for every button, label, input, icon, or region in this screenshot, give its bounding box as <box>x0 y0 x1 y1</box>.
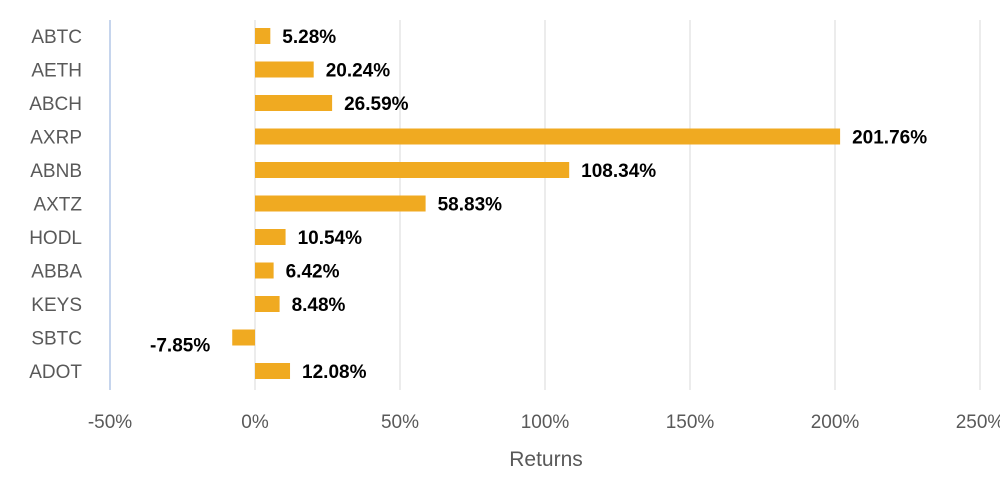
data-label: 108.34% <box>581 161 656 182</box>
data-label: 58.83% <box>438 195 503 216</box>
category-label: AXRP <box>30 128 82 149</box>
bar <box>255 128 841 145</box>
data-label: 12.08% <box>302 362 367 383</box>
x-tick-label: 150% <box>666 412 715 433</box>
data-label: 26.59% <box>344 94 409 115</box>
x-tick-label: 200% <box>811 412 860 433</box>
bar <box>255 162 570 178</box>
bar <box>255 61 314 78</box>
x-tick-label: 50% <box>381 412 419 433</box>
data-label: 6.42% <box>286 262 340 283</box>
bar <box>232 329 255 346</box>
bar <box>255 195 426 212</box>
x-tick-labels: -50% 0% 50% 100% 150% 200% 250% <box>88 412 1000 433</box>
bar <box>255 296 280 312</box>
category-label: ABCH <box>29 94 82 115</box>
category-label: HODL <box>29 228 82 249</box>
category-labels: ABTC AETH ABCH AXRP ABNB AXTZ HODL ABBA KEYS SBTC… <box>29 27 82 383</box>
category-label: ADOT <box>29 362 82 383</box>
bars <box>232 28 841 379</box>
x-tick-label: -50% <box>88 412 132 433</box>
data-label: 5.28% <box>282 27 336 48</box>
x-tick-label: 100% <box>521 412 570 433</box>
bar <box>255 229 286 245</box>
gridlines <box>109 20 981 390</box>
bar <box>255 363 291 379</box>
x-tick-label: 0% <box>241 412 269 433</box>
data-label: 201.76% <box>852 128 927 149</box>
data-label: -7.85% <box>150 336 210 357</box>
category-label: ABNB <box>30 161 82 182</box>
data-label: 20.24% <box>326 61 391 82</box>
category-label: AXTZ <box>33 195 82 216</box>
bar <box>255 95 333 111</box>
data-label: 10.54% <box>298 228 363 249</box>
bar <box>255 262 274 279</box>
data-label: 8.48% <box>292 295 346 316</box>
category-label: KEYS <box>31 295 82 316</box>
bar <box>255 28 271 44</box>
category-label: SBTC <box>31 329 82 350</box>
category-label: ABBA <box>31 262 82 283</box>
category-label: ABTC <box>31 27 82 48</box>
x-tick-label: 250% <box>956 412 1000 433</box>
data-labels: 5.28% 20.24% 26.59% 201.76% 108.34% 58.83% 10.… <box>150 27 927 383</box>
category-label: AETH <box>31 61 82 82</box>
x-axis-title: Returns <box>509 448 583 471</box>
